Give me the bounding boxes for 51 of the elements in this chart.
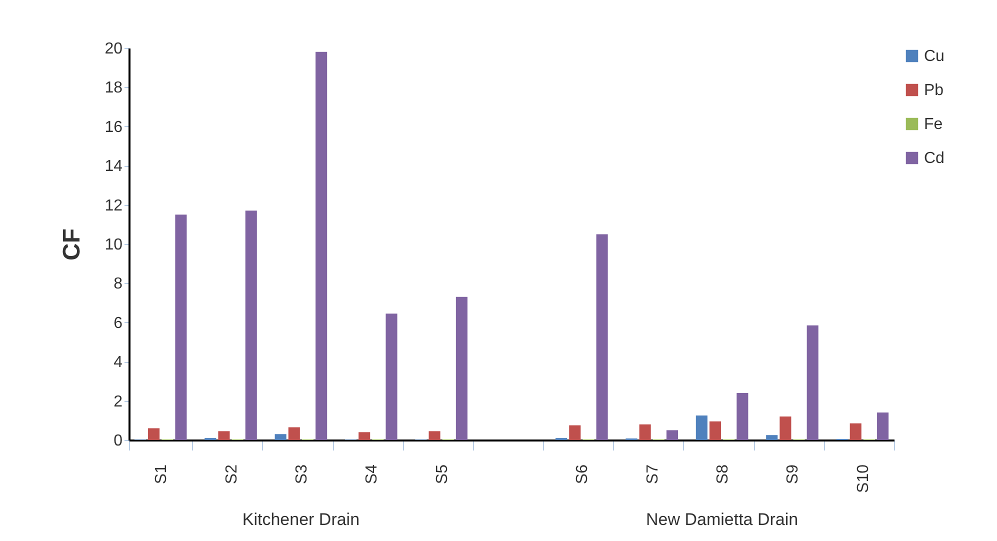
bar [709, 421, 722, 440]
x-tick-label: S7 [644, 464, 662, 484]
bar [358, 432, 370, 440]
bar [736, 392, 748, 440]
legend-label: Cd [924, 150, 944, 167]
bar [569, 425, 581, 440]
x-tick-label: S5 [434, 464, 451, 484]
bar [316, 52, 328, 440]
bar [386, 314, 398, 440]
x-tick-label: S6 [574, 464, 592, 484]
y-tick-label: 4 [114, 354, 123, 372]
legend-label: Cu [924, 48, 944, 65]
y-tick-label: 0 [114, 432, 123, 450]
legend-label: Fe [924, 116, 943, 133]
y-tick-label: 2 [114, 393, 123, 410]
y-tick-label: 20 [104, 40, 123, 58]
bar [148, 428, 160, 440]
x-tick-label: S4 [364, 464, 381, 484]
bar [274, 434, 286, 440]
bar [766, 435, 778, 440]
legend-label: Pb [924, 82, 944, 99]
bar [428, 431, 440, 440]
text: New Damietta Drain [646, 510, 798, 529]
bar [218, 431, 230, 440]
x-tick-label: S8 [714, 464, 732, 484]
bar [806, 325, 818, 440]
x-tick-label: S3 [293, 464, 310, 484]
bar [456, 296, 468, 440]
bar [288, 427, 300, 440]
y-tick-label: 10 [104, 236, 123, 254]
bar [696, 416, 708, 440]
bar [639, 424, 651, 440]
y-tick-label: 6 [114, 314, 123, 332]
y-tick-label: 16 [104, 118, 123, 136]
y-tick-label: 14 [104, 158, 123, 176]
bar [245, 210, 257, 440]
x-tick-label: S2 [223, 464, 240, 484]
y-tick-label: 8 [114, 276, 123, 293]
y-tick-label: 12 [104, 197, 123, 214]
y-axis-title: CF [58, 228, 86, 260]
x-tick-label: S1 [153, 464, 170, 484]
x-tick-label: S9 [784, 464, 802, 484]
x-tick-label: S10 [854, 464, 872, 493]
bar [596, 234, 608, 440]
bar [850, 423, 862, 440]
y-tick-label: 18 [104, 80, 123, 97]
bar [666, 430, 678, 440]
bar [780, 416, 792, 440]
bar [877, 412, 889, 440]
bar [175, 214, 187, 440]
text: Kitchener Drain [242, 510, 360, 529]
